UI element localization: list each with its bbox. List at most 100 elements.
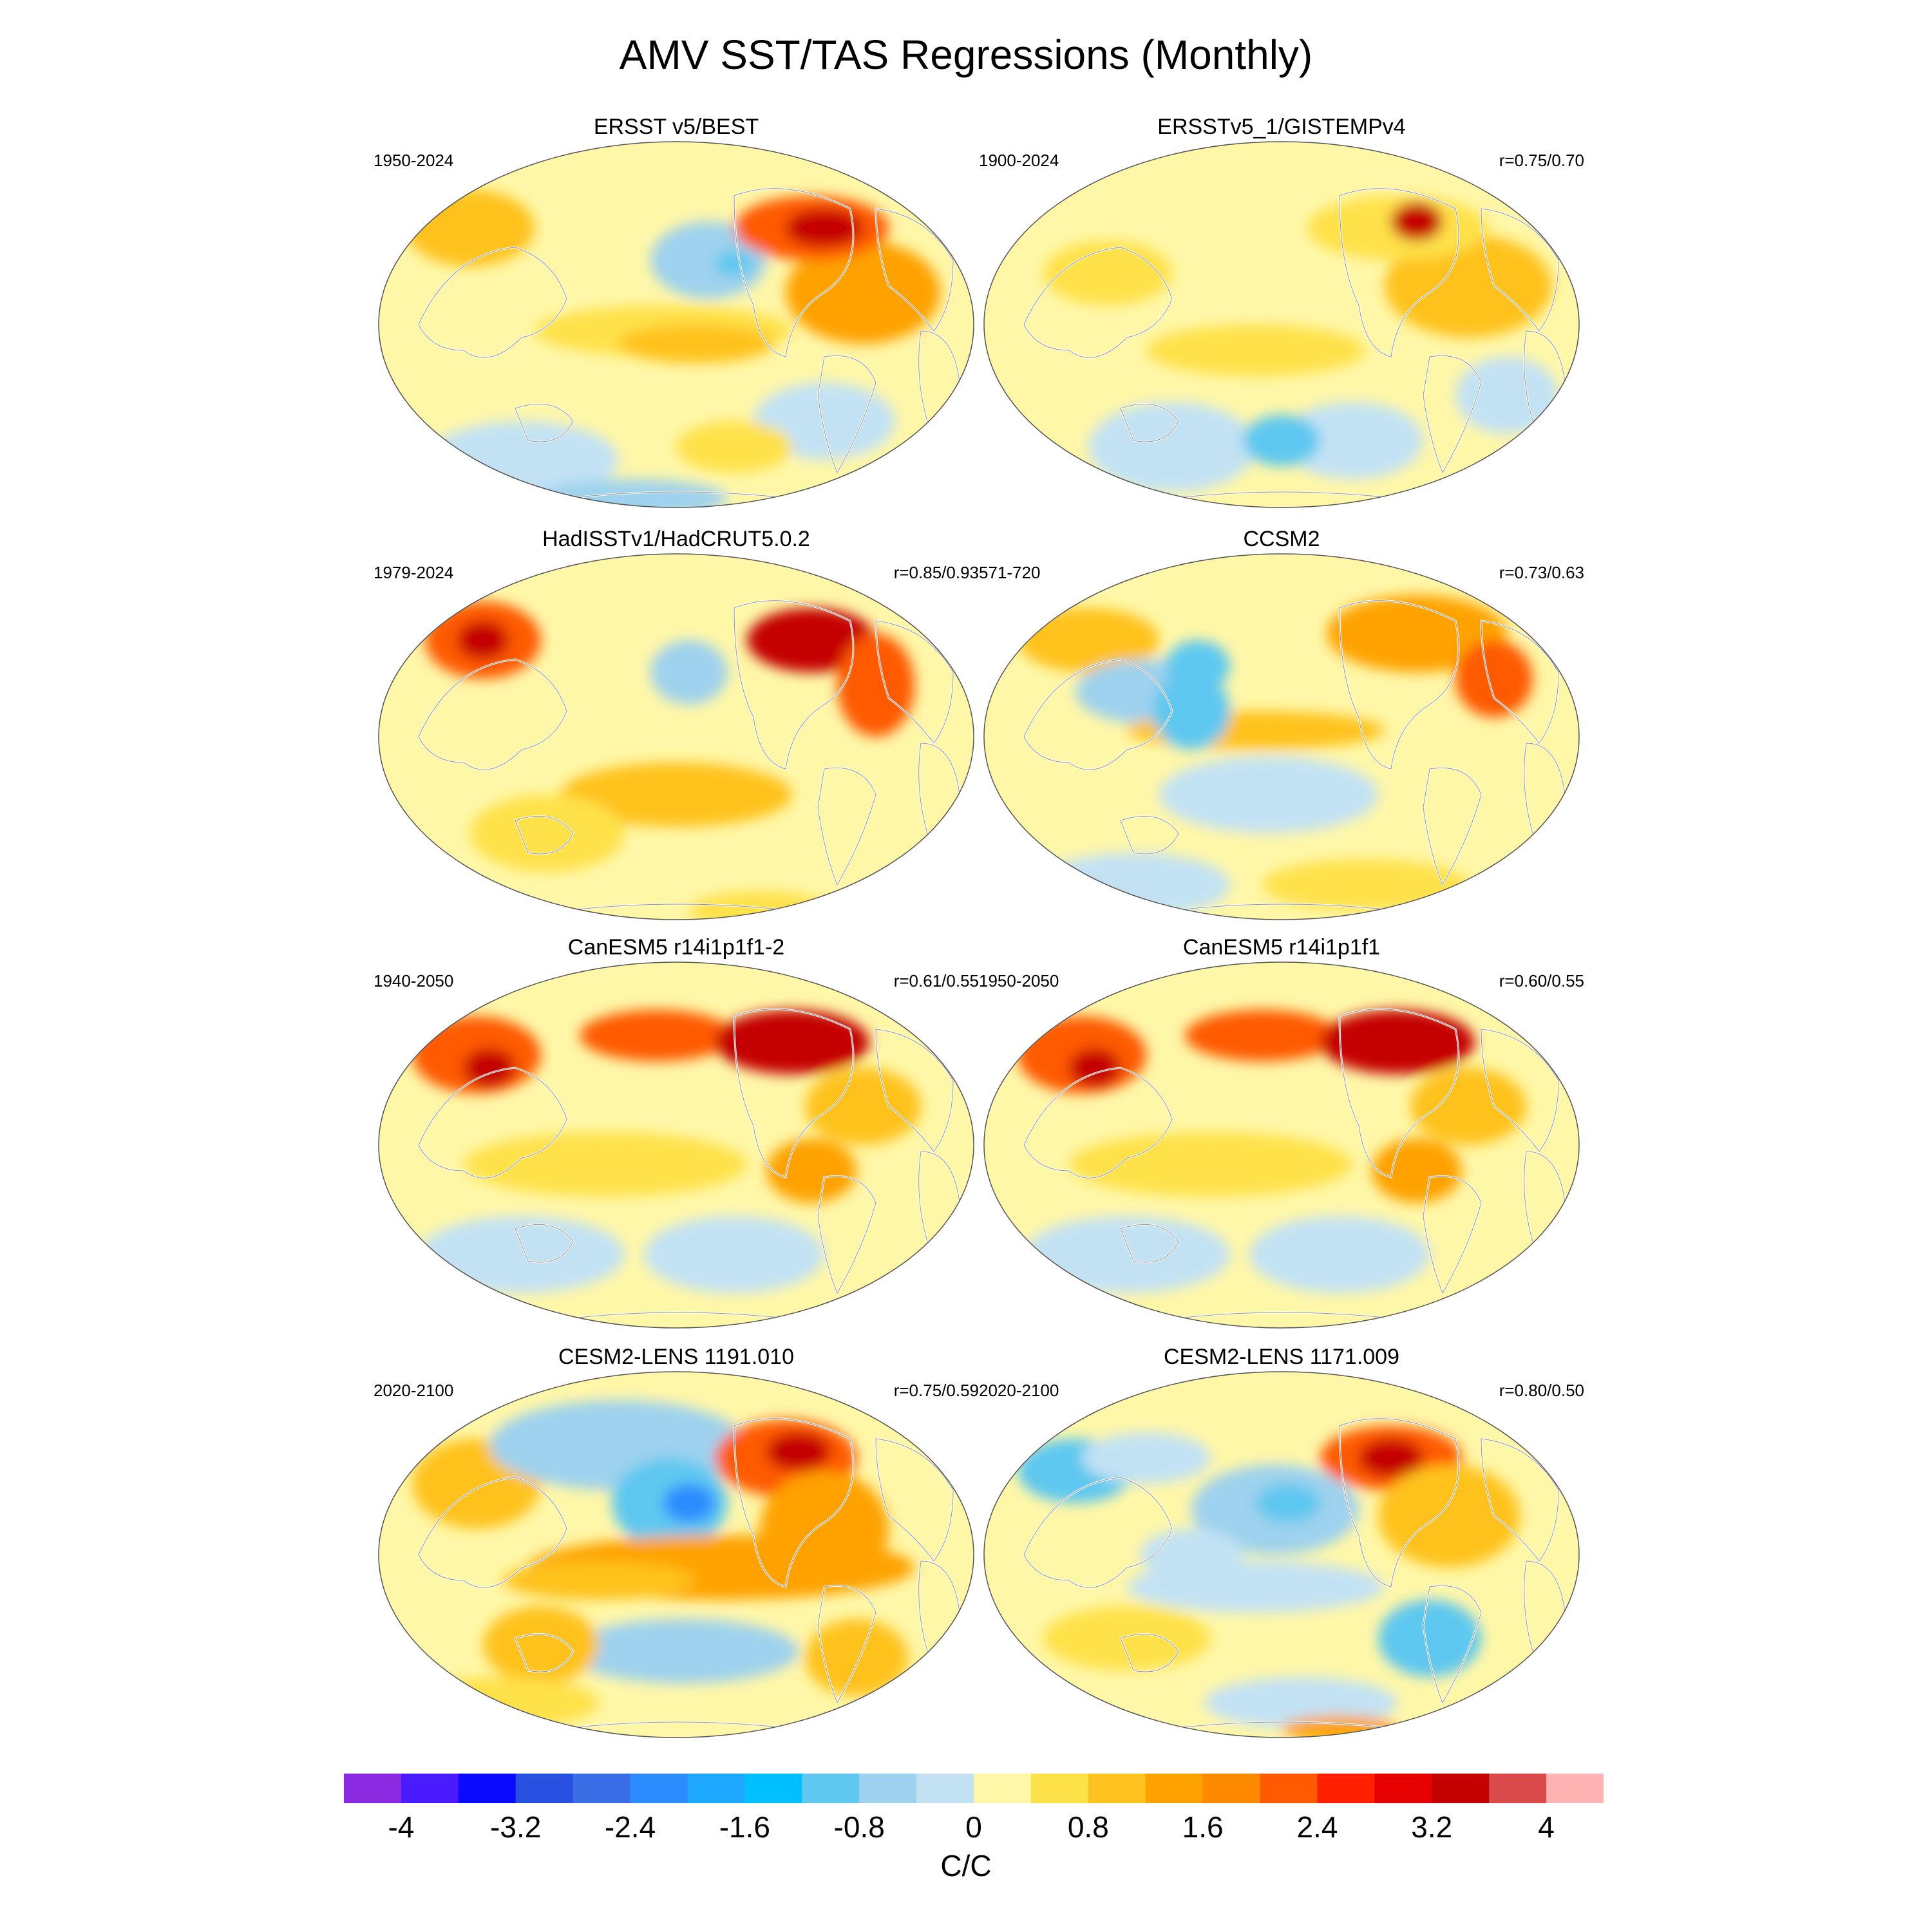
panel-correlation: r=0.60/0.55 [1499,971,1584,990]
anomaly-region [1043,241,1172,305]
anomaly-region [1069,1132,1352,1197]
map-border [983,141,1580,508]
anomaly-region [1185,1010,1340,1061]
colorbar-box [1030,1774,1089,1803]
anomaly-region [1069,1048,1121,1087]
map-panel: CCSM2 571-720 r=0.73/0.63 [979,527,1584,939]
anomaly-region [1378,1464,1520,1567]
coastline-outline [1023,1067,1173,1179]
panel-title: CCSM2 [1243,527,1320,551]
coastline-outline [734,600,854,770]
coastline-outline [734,1009,854,1178]
map-panel: HadISSTv1/HadCRUT5.0.2 1979-2024 r=0.85/… [374,527,979,939]
coastline-outline [418,1067,567,1179]
coastline-outline [817,355,876,474]
anomaly-region [1385,234,1552,337]
coastline-outline [875,1028,954,1152]
anomaly-region [1262,859,1468,911]
anomaly-region [1043,1606,1211,1671]
anomaly-region [715,251,753,276]
map-border [378,553,974,920]
coastline-outline [515,1633,574,1672]
coastline-outline [1339,1009,1459,1178]
anomaly-region [1256,1484,1320,1522]
coastline-outline [1120,1224,1179,1263]
colorbar-box [630,1774,688,1803]
anomaly-region [618,325,773,363]
panel-title: HadISSTv1/HadCRUT5.0.2 [542,527,810,551]
anomaly-region [580,1010,734,1061]
coastline-outline [1481,620,1559,744]
coastline-outline [418,247,567,358]
colorbar [344,1774,1604,1803]
colorbar-units: C/C [940,1849,992,1882]
anomaly-region [1552,1235,1579,1287]
map-panel: ERSSTv5_1/GISTEMPv4 1900-2024 r=0.75/0.7… [979,115,1584,527]
anomaly-region [766,1432,831,1471]
anomaly-region [1249,1216,1430,1293]
coastline-outline [734,188,854,357]
colorbar-box [1260,1774,1318,1803]
map-panel: CESM2-LENS 1171.009 2020-2100 r=0.80/0.5… [979,1345,1584,1757]
coastline-outline [1481,1438,1559,1562]
anomaly-region [786,241,940,344]
anomaly-region [1372,1139,1462,1203]
colorbar-box [401,1774,459,1803]
anomaly-region [464,1048,515,1087]
colorbar-box [974,1774,1032,1803]
panel-correlation: r=0.75/0.70 [1499,151,1584,170]
map-border [983,553,1580,920]
coastline-outline [1023,1477,1173,1588]
anomaly-region [676,421,792,473]
anomaly-region [535,479,728,507]
colorbar-box [1546,1774,1604,1803]
anomaly-region [715,1010,869,1074]
anomaly-region [1455,640,1533,717]
panel-period: 1950-2024 [374,151,454,170]
colorbar-tick-label: -3.2 [490,1810,542,1844]
anomaly-region [406,189,535,267]
colorbar-tick-label: -4 [388,1810,415,1844]
colorbar-box [344,1774,402,1803]
colorbar-tick-label: -2.4 [604,1810,656,1844]
map-panel: CanESM5 r14i1p1f1 1950-2050 r=0.60/0.55 [979,935,1584,1347]
colorbar-box [1489,1774,1547,1803]
anomaly-region [1455,357,1558,434]
regression-map [983,553,1580,920]
coastline-outline [1023,659,1173,770]
anomaly-region [747,608,876,672]
anomaly-region [1391,202,1443,241]
colorbar-box [744,1774,802,1803]
panel-period: 1900-2024 [979,151,1059,170]
colorbar-box [573,1774,631,1803]
coastline-outline [1481,1028,1559,1152]
coastline-outline [1120,1633,1179,1672]
coastline-outline [1339,1418,1459,1587]
coastline-outline [734,1418,854,1587]
panel-title: CESM2-LENS 1171.009 [1163,1345,1399,1369]
anomaly-region [1146,325,1365,376]
colorbar-box [1088,1774,1146,1803]
coastline-outline [1423,1175,1482,1294]
colorbar-box [1145,1774,1204,1803]
anomaly-region [644,1216,824,1293]
map-border [983,961,1580,1329]
anomaly-region [650,640,728,705]
panel-title: CanESM5 r14i1p1f1 [1182,935,1381,960]
anomaly-region [1018,608,1159,672]
coastline-outline [1339,600,1459,770]
regression-map [983,141,1580,508]
colorbar-box [1317,1774,1375,1803]
panel-correlation: r=0.73/0.63 [1499,563,1584,582]
anomaly-region [1378,1600,1481,1677]
colorbar-box [802,1774,860,1803]
anomaly-region [1204,1677,1397,1728]
coastline-outline [515,1224,574,1263]
colorbar-tick-label: -0.8 [833,1810,885,1844]
anomaly-region [786,209,863,247]
panel-correlation: r=0.75/0.59 [893,1381,979,1400]
map-panel: ERSST v5/BEST 1950-2024 [374,115,979,527]
panel-period: 1979-2024 [374,563,454,582]
panel-correlation: r=0.85/0.93 [893,563,979,582]
colorbar-tick-label: 0 [965,1810,982,1844]
